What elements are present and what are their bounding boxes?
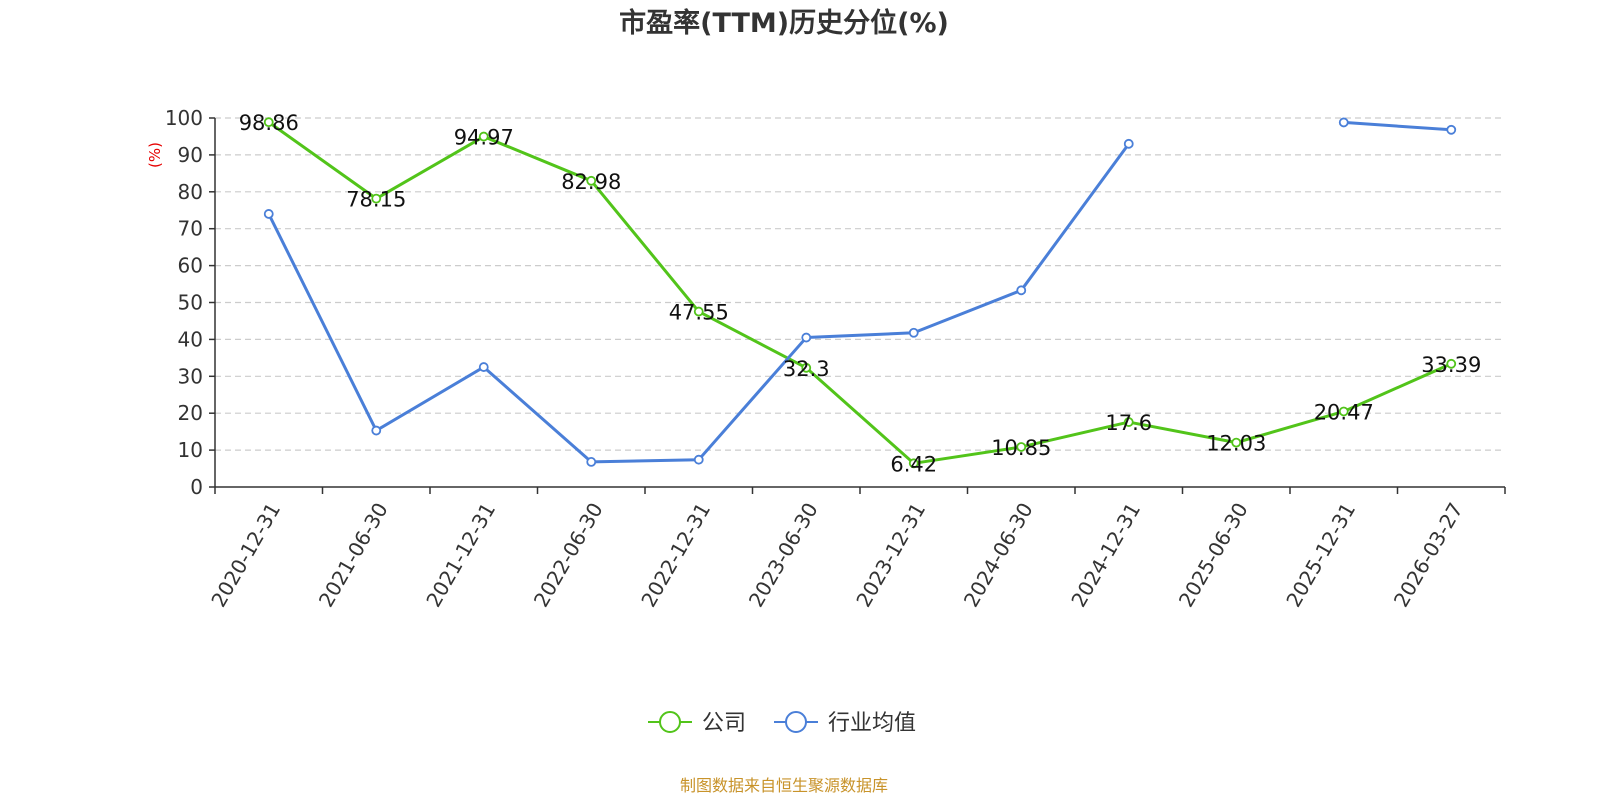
x-tick-label: 2025-12-31 [1281, 499, 1360, 612]
data-point [693, 306, 704, 317]
data-point [371, 193, 382, 204]
legend: 公司 行业均值 [648, 711, 916, 736]
data-source-note: 制图数据来自恒生聚源数据库 [680, 776, 888, 795]
data-label: 78.15 [346, 188, 406, 212]
legend-marker-icon [659, 711, 681, 733]
legend-marker-icon [785, 711, 807, 733]
y-axis-unit-label: (%) [146, 142, 164, 168]
data-label: 98.86 [239, 111, 299, 135]
y-tick-label: 20 [178, 401, 203, 425]
data-label: 47.55 [669, 301, 729, 325]
y-tick-label: 0 [190, 475, 203, 499]
data-point [801, 362, 812, 373]
series-company [263, 117, 1457, 469]
legend-label: 行业均值 [828, 711, 916, 736]
y-tick-label: 60 [178, 254, 203, 278]
series-industry-average [263, 117, 1457, 467]
y-tick-label: 70 [178, 217, 203, 241]
x-tick-label: 2021-12-31 [421, 499, 500, 612]
data-point [693, 454, 704, 465]
data-label: 33.39 [1421, 353, 1481, 377]
data-label: 6.42 [890, 452, 937, 476]
data-point [1123, 138, 1134, 149]
y-tick-label: 80 [178, 180, 203, 204]
legend-item-company: 公司 [648, 711, 746, 736]
y-tick-label: 100 [165, 106, 203, 130]
data-point [908, 327, 919, 338]
data-point [801, 332, 812, 343]
chart-title: 市盈率(TTM)历史分位(%) [619, 7, 949, 39]
data-labels: 98.86 78.15 94.97 82.98 47.55 32.3 6.42 10.85 17… [239, 111, 1482, 476]
y-tick-label: 10 [178, 438, 203, 462]
data-point [478, 131, 489, 142]
data-point [1446, 358, 1457, 369]
data-label: 82.98 [561, 170, 621, 194]
legend-item-industry-average: 行业均值 [774, 711, 916, 736]
data-point [1338, 406, 1349, 417]
x-tick-label: 2020-12-31 [206, 499, 285, 612]
data-point [1123, 417, 1134, 427]
data-point [478, 362, 489, 372]
series-line [267, 120, 1452, 465]
data-label: 17.6 [1105, 411, 1152, 435]
data-label: 10.85 [991, 436, 1051, 460]
data-point [586, 175, 597, 186]
y-tick-label: 40 [178, 327, 203, 351]
x-tick-label: 2021-06-30 [314, 499, 393, 612]
grid-lines [215, 117, 1505, 451]
x-tick-label: 2022-12-31 [636, 499, 715, 612]
y-tick-label: 90 [178, 143, 203, 167]
series-layer [263, 117, 1457, 469]
x-tick-label: 2026-03-27 [1389, 499, 1468, 612]
data-label: 94.97 [454, 126, 514, 150]
x-tick-label: 2024-12-31 [1066, 499, 1145, 612]
data-point [263, 209, 274, 219]
data-point [1016, 285, 1027, 296]
x-tick-label: 2022-06-30 [529, 499, 608, 612]
x-tick-label: 2023-12-31 [851, 499, 930, 612]
data-point [1016, 442, 1027, 452]
data-point [263, 117, 274, 128]
x-tick-label: 2024-06-30 [959, 499, 1038, 612]
y-tick-label: 50 [178, 291, 203, 315]
data-point [371, 425, 382, 436]
legend-label: 公司 [702, 711, 746, 736]
data-label: 20.47 [1314, 400, 1374, 424]
data-label: 32.3 [783, 357, 830, 381]
x-tick-label: 2023-06-30 [744, 499, 823, 612]
data-point [908, 458, 919, 469]
x-tick-label: 2025-06-30 [1174, 499, 1253, 612]
data-point [1446, 124, 1457, 135]
series-line [1343, 120, 1452, 132]
y-tick-label: 30 [178, 364, 203, 388]
data-label: 12.03 [1206, 432, 1266, 456]
data-point [586, 457, 597, 467]
data-point [1338, 117, 1349, 128]
axes: 0 10 20 30 40 50 60 70 80 90 100 2020-12-31 2021-06-… [165, 106, 1506, 612]
data-point [1231, 437, 1242, 448]
